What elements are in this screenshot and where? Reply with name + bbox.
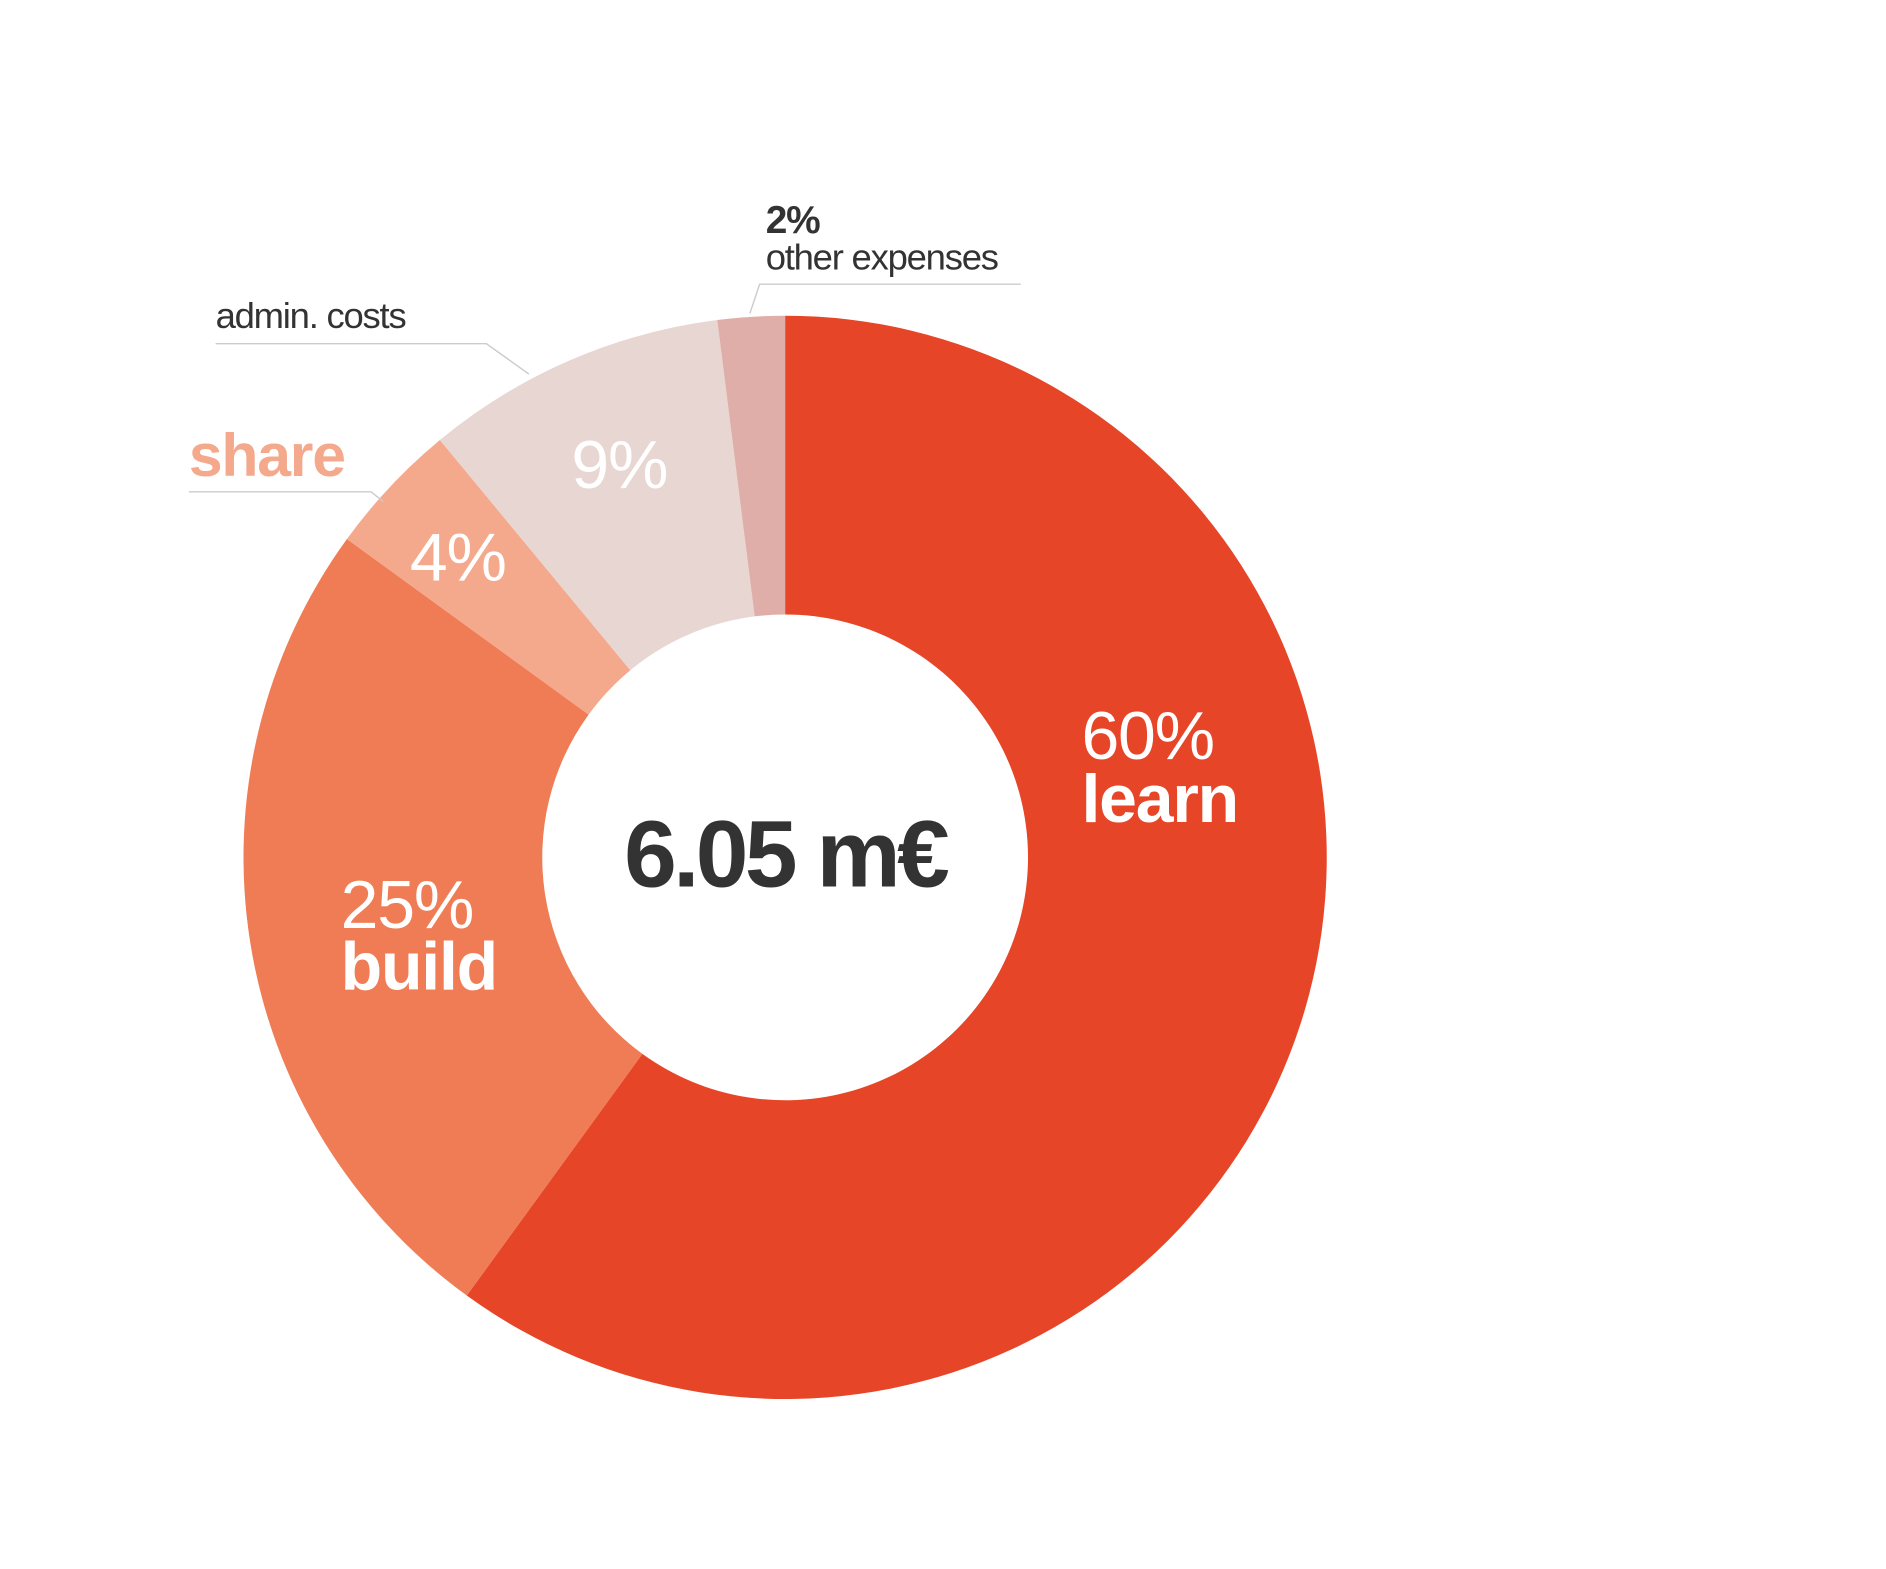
category-label: admin. costs <box>216 295 406 336</box>
donut-slice <box>717 315 786 617</box>
category-label: other expenses <box>766 237 998 278</box>
center-label: 6.05 m€ <box>624 802 949 908</box>
value-label: 2% <box>766 199 820 242</box>
donut-slice <box>466 315 1327 1399</box>
donut-slice <box>243 539 643 1296</box>
value-label: 25% <box>341 867 473 943</box>
category-label: learn <box>1081 761 1237 837</box>
leader-line <box>188 491 384 503</box>
value-label: 4% <box>410 519 506 595</box>
category-label: build <box>341 929 497 1005</box>
donut-slice <box>346 440 631 715</box>
donut-slice <box>439 320 755 671</box>
value-label: 60% <box>1081 698 1213 774</box>
leader-line <box>215 342 530 375</box>
value-label: 9% <box>571 427 667 503</box>
category-label: share <box>189 421 345 489</box>
leader-line <box>749 283 1021 314</box>
